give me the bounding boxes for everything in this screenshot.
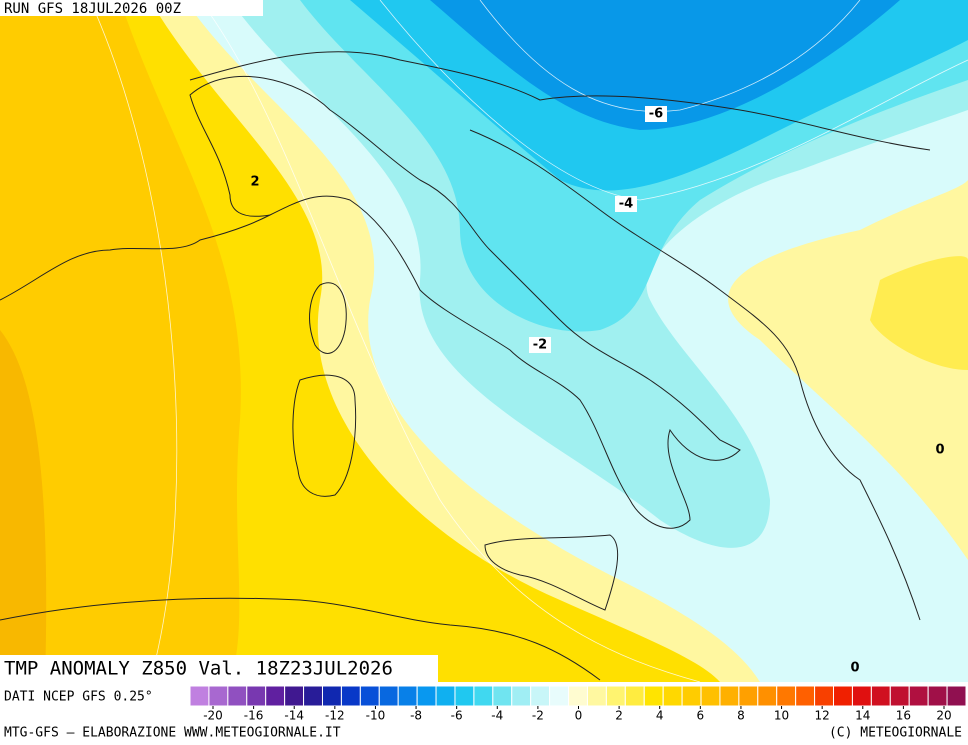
label-box (615, 196, 637, 212)
colorbar-swatch (927, 685, 948, 707)
footer-left: MTG-GFS — ELABORAZIONE WWW.METEOGIORNALE… (4, 726, 341, 741)
colorbar: -20 -16 -14 -12 -10 -8 -6 -4 -2 0 2 4 6 8 10 12 14 16 20 (189, 685, 967, 723)
colorbar-swatch (492, 685, 513, 707)
colorbar-swatch (208, 685, 229, 707)
colorbar-swatch (662, 685, 683, 707)
run-label: RUN GFS 18JUL2026 00Z (4, 1, 181, 17)
colorbar-swatch (435, 685, 456, 707)
colorbar-swatch (359, 685, 380, 707)
colorbar-swatch (908, 685, 929, 707)
colorbar-swatch (530, 685, 551, 707)
run-box (0, 0, 263, 16)
contour-label: 2 (250, 175, 259, 190)
colorbar-swatch (700, 685, 721, 707)
colorbar-swatch (568, 685, 588, 707)
title-box (0, 655, 438, 683)
colorbar-swatch (738, 685, 759, 707)
colorbar-swatch (776, 685, 797, 707)
colorbar-swatch (624, 685, 645, 707)
border-north (189, 51, 931, 151)
colorbar-swatch (265, 685, 286, 707)
colorbar-tick-label: -8 (410, 709, 422, 723)
contour-label: 0 (850, 661, 859, 676)
source-label: DATI NCEP GFS 0.25° (4, 690, 153, 705)
colorbar-swatch (454, 685, 475, 707)
band-orange (0, 0, 241, 682)
colorbar-tick-label: 2 (615, 709, 623, 723)
band-yellow-east (870, 256, 968, 370)
contour-label: -2 (533, 338, 547, 353)
band-blue (430, 0, 900, 130)
footer-right: (C) METEOGIORNALE (829, 726, 962, 741)
colorbar-swatch (511, 685, 532, 707)
colorbar-swatch (833, 685, 853, 707)
colorbar-swatch (227, 685, 248, 707)
colorbar-tick-label: 6 (697, 709, 705, 723)
colorbar-swatch (605, 685, 626, 707)
colorbar-swatch (889, 685, 910, 707)
coastline-africa (0, 597, 601, 681)
isotherm (199, 0, 701, 683)
colorbar-swatch (284, 685, 305, 707)
map (0, 0, 968, 683)
contour-label: -6 (649, 107, 663, 122)
coastline-sicily (484, 534, 619, 611)
colorbar-tick-label: 10 (774, 709, 789, 723)
colorbar-swatch (719, 685, 740, 707)
colorbar-swatch (416, 685, 437, 707)
contour-label: -4 (619, 197, 633, 212)
colorbar-swatch (795, 685, 816, 707)
colorbar-tick-label: -6 (451, 709, 463, 723)
band-dark-orange (0, 330, 47, 682)
colorbar-tick-label: 14 (855, 709, 870, 723)
colorbar-swatch (321, 685, 342, 707)
colorbar-tick-label: 16 (896, 709, 911, 723)
colorbar-swatch (946, 685, 967, 707)
colorbar-swatch (340, 685, 361, 707)
colorbar-tick-label: -12 (325, 709, 345, 723)
colorbar-swatch (397, 685, 418, 707)
coastline-sardinia (292, 374, 357, 497)
isotherm (479, 0, 861, 112)
colorbar-tick-label: 20 (936, 709, 951, 723)
colorbar-tick-label: -10 (366, 709, 386, 723)
colorbar-swatch (303, 685, 323, 707)
colorbar-swatch (549, 685, 570, 707)
colorbar-swatch (586, 685, 607, 707)
colorbar-swatch (643, 685, 664, 707)
colorbar-swatch (681, 685, 702, 707)
map-title: TMP ANOMALY Z850 Val. 18Z23JUL2026 (4, 658, 393, 680)
label-box (645, 106, 667, 122)
coastline-spain-france (0, 214, 271, 301)
colorbar-tick-label: -14 (284, 709, 304, 723)
coastline-italy (189, 75, 741, 529)
coastline-corsica (309, 282, 347, 354)
coastline-balkans (469, 129, 921, 621)
colorbar-tick-label: -4 (491, 709, 503, 723)
contour-labels: -6 -4 -2 2 0 0 (250, 106, 945, 676)
colorbar-swatch (246, 685, 267, 707)
colorbar-swatch (757, 685, 778, 707)
colorbar-tick-label: 0 (575, 709, 583, 723)
isotherm (379, 0, 968, 201)
isotherm (89, 0, 178, 683)
colorbar-tick-label: 12 (815, 709, 830, 723)
colorbar-tick-label: 8 (737, 709, 745, 723)
colorbar-swatch (870, 685, 891, 707)
colorbar-swatch (378, 685, 399, 707)
contour-label: 0 (935, 443, 944, 458)
colorbar-swatch (851, 685, 872, 707)
colorbar-swatch (814, 685, 835, 707)
colorbar-tick-label: 4 (656, 709, 664, 723)
colorbar-tick-label: -20 (203, 709, 223, 723)
label-box (529, 337, 551, 353)
colorbar-tick-label: -2 (532, 709, 544, 723)
colorbar-swatch (189, 685, 210, 707)
colorbar-tick-label: -16 (244, 709, 264, 723)
colorbar-swatch (473, 685, 494, 707)
